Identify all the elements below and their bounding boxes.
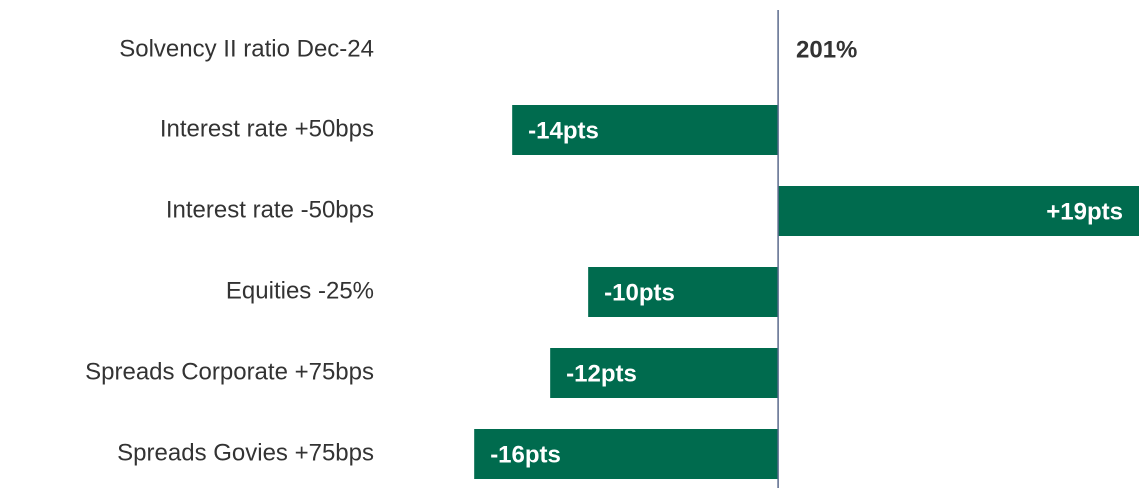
value-label: -16pts [490,441,561,468]
category-label: Interest rate +50bps [160,115,374,142]
bar [512,105,779,155]
value-label: +19pts [1046,198,1123,225]
base-value-label: 201% [796,36,857,63]
category-label: Spreads Govies +75bps [117,439,374,466]
value-label: -12pts [566,360,637,387]
bar [588,267,779,317]
bar [550,348,779,398]
base-label: Solvency II ratio Dec-24 [119,35,374,62]
bar [778,186,1139,236]
category-label: Interest rate -50bps [166,196,374,223]
value-label: -10pts [604,279,675,306]
bar [474,429,779,479]
category-label: Equities -25% [226,277,374,304]
value-label: -14pts [528,117,599,144]
category-label: Spreads Corporate +75bps [85,358,374,385]
